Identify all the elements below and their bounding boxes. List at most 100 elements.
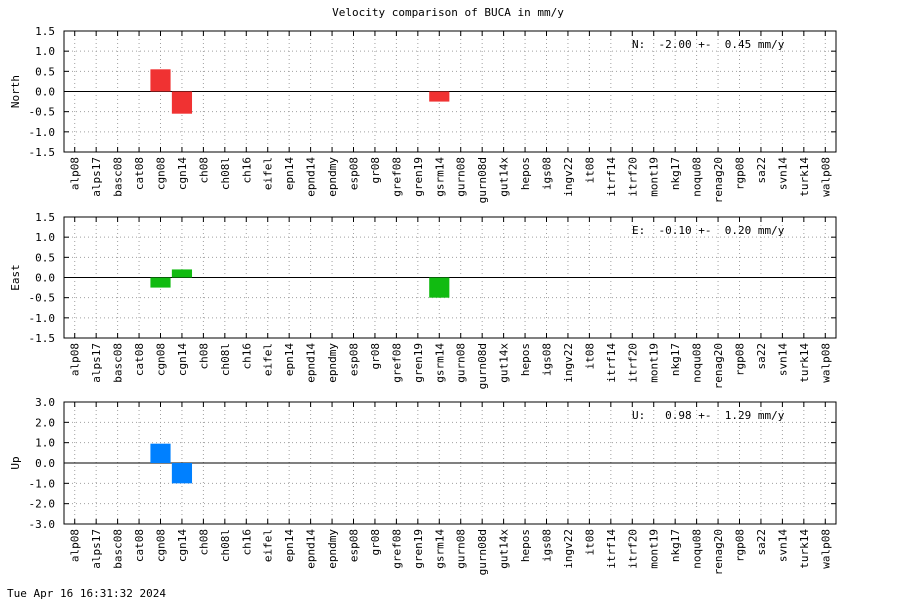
x-tick-label: ch08l [219, 529, 232, 562]
x-tick-label: sa22 [755, 157, 768, 184]
x-tick-label: alp08 [69, 157, 82, 190]
y-tick-label: -1.0 [29, 126, 56, 139]
x-tick-label: cgn14 [176, 343, 189, 376]
x-tick-label: epn14 [283, 529, 296, 562]
x-tick-label: gr08 [369, 157, 382, 184]
y-axis-label: North [9, 75, 22, 108]
x-tick-label: gsrm14 [433, 529, 446, 569]
x-tick-label: eifel [262, 157, 275, 190]
x-tick-label: esp08 [348, 343, 361, 376]
x-tick-label: cgn14 [176, 529, 189, 562]
x-tick-label: gren19 [412, 529, 425, 569]
plot-frame [63, 216, 837, 339]
x-tick-label: alps17 [90, 343, 103, 383]
x-tick-label: cgn08 [155, 157, 168, 190]
x-tick-label: esp08 [348, 529, 361, 562]
x-tick-label: svn14 [776, 157, 789, 190]
x-tick-label: gsrm14 [433, 157, 446, 197]
annotation: N: -2.00 +- 0.45 mm/y [632, 38, 785, 51]
x-tick-label: hepos [519, 343, 532, 376]
x-tick-label: epnd14 [305, 343, 318, 383]
x-tick-label: itrf20 [626, 343, 639, 383]
y-tick-label: 1.0 [35, 437, 55, 450]
y-tick-label: -1.0 [29, 312, 56, 325]
x-tick-label: gref08 [390, 157, 403, 197]
x-tick-label: basc08 [112, 529, 125, 569]
bar [171, 91, 193, 114]
y-tick-label: -0.5 [29, 292, 56, 305]
x-tick-label: rgp08 [734, 343, 747, 376]
x-tick-label: epn14 [283, 157, 296, 190]
x-tick-label: alps17 [90, 529, 103, 569]
y-tick-label: -0.5 [29, 106, 56, 119]
x-tick-label: walp08 [819, 343, 832, 383]
x-tick-label: gref08 [390, 343, 403, 383]
y-axis-label: Up [9, 456, 22, 469]
bar [171, 463, 193, 484]
x-tick-label: cgn08 [155, 343, 168, 376]
x-tick-label: turk14 [798, 343, 811, 383]
x-tick-label: ingv22 [562, 529, 575, 569]
x-tick-label: it08 [583, 529, 596, 556]
x-tick-label: gut14x [498, 343, 511, 383]
x-tick-label: gurn08 [455, 157, 468, 197]
x-tick-label: cgn08 [155, 529, 168, 562]
y-tick-label: 0.5 [35, 251, 55, 264]
x-tick-label: itrf20 [626, 529, 639, 569]
y-tick-label: -3.0 [29, 518, 56, 531]
x-tick-label: itrf14 [605, 343, 618, 383]
x-tick-label: ingv22 [562, 343, 575, 383]
x-tick-label: cat08 [133, 157, 146, 190]
y-tick-label: 3.0 [35, 396, 55, 409]
x-tick-label: ch08 [197, 157, 210, 184]
x-tick-label: mont19 [648, 157, 661, 197]
x-tick-label: itrf20 [626, 157, 639, 197]
x-tick-label: gsrm14 [433, 343, 446, 383]
x-tick-label: epndmy [326, 157, 339, 197]
bar [429, 91, 450, 102]
x-tick-label: epn14 [283, 343, 296, 376]
x-tick-label: gurn08d [476, 529, 489, 575]
y-axis-label: East [9, 264, 22, 291]
x-tick-label: igs08 [541, 529, 554, 562]
annotation: E: -0.10 +- 0.20 mm/y [632, 224, 785, 237]
x-tick-label: mont19 [648, 529, 661, 569]
y-tick-label: 1.0 [35, 231, 55, 244]
x-tick-label: cat08 [133, 529, 146, 562]
x-tick-label: gut14x [498, 529, 511, 569]
plot-frame [63, 401, 837, 525]
x-tick-label: gurn08 [455, 343, 468, 383]
x-tick-label: epnd14 [305, 157, 318, 197]
x-tick-label: renag20 [712, 343, 725, 389]
plot-frame [63, 30, 837, 153]
x-tick-label: sa22 [755, 343, 768, 370]
x-tick-label: ch08l [219, 343, 232, 376]
x-tick-label: sa22 [755, 529, 768, 556]
x-tick-label: gr08 [369, 529, 382, 556]
x-tick-label: renag20 [712, 529, 725, 575]
x-tick-label: gref08 [390, 529, 403, 569]
timestamp: Tue Apr 16 16:31:32 2024 [7, 587, 166, 600]
annotation: U: 0.98 +- 1.29 mm/y [632, 409, 785, 422]
x-tick-label: eifel [262, 529, 275, 562]
x-tick-label: ingv22 [562, 157, 575, 197]
x-tick-label: noqu08 [691, 529, 704, 569]
y-tick-label: -2.0 [29, 498, 56, 511]
x-tick-label: rgp08 [734, 157, 747, 190]
x-tick-label: ch16 [240, 529, 253, 556]
x-tick-label: itrf14 [605, 529, 618, 569]
y-tick-label: 0.0 [35, 457, 55, 470]
x-tick-label: alp08 [69, 529, 82, 562]
x-tick-label: svn14 [776, 343, 789, 376]
y-tick-label: -1.5 [29, 332, 56, 345]
x-tick-label: gurn08d [476, 343, 489, 389]
x-tick-label: it08 [583, 343, 596, 370]
x-tick-label: turk14 [798, 529, 811, 569]
x-tick-label: svn14 [776, 529, 789, 562]
bar [150, 69, 171, 92]
x-tick-label: gr08 [369, 343, 382, 370]
bar [150, 443, 171, 463]
x-tick-label: itrf14 [605, 157, 618, 197]
x-tick-label: nkg17 [669, 529, 682, 562]
